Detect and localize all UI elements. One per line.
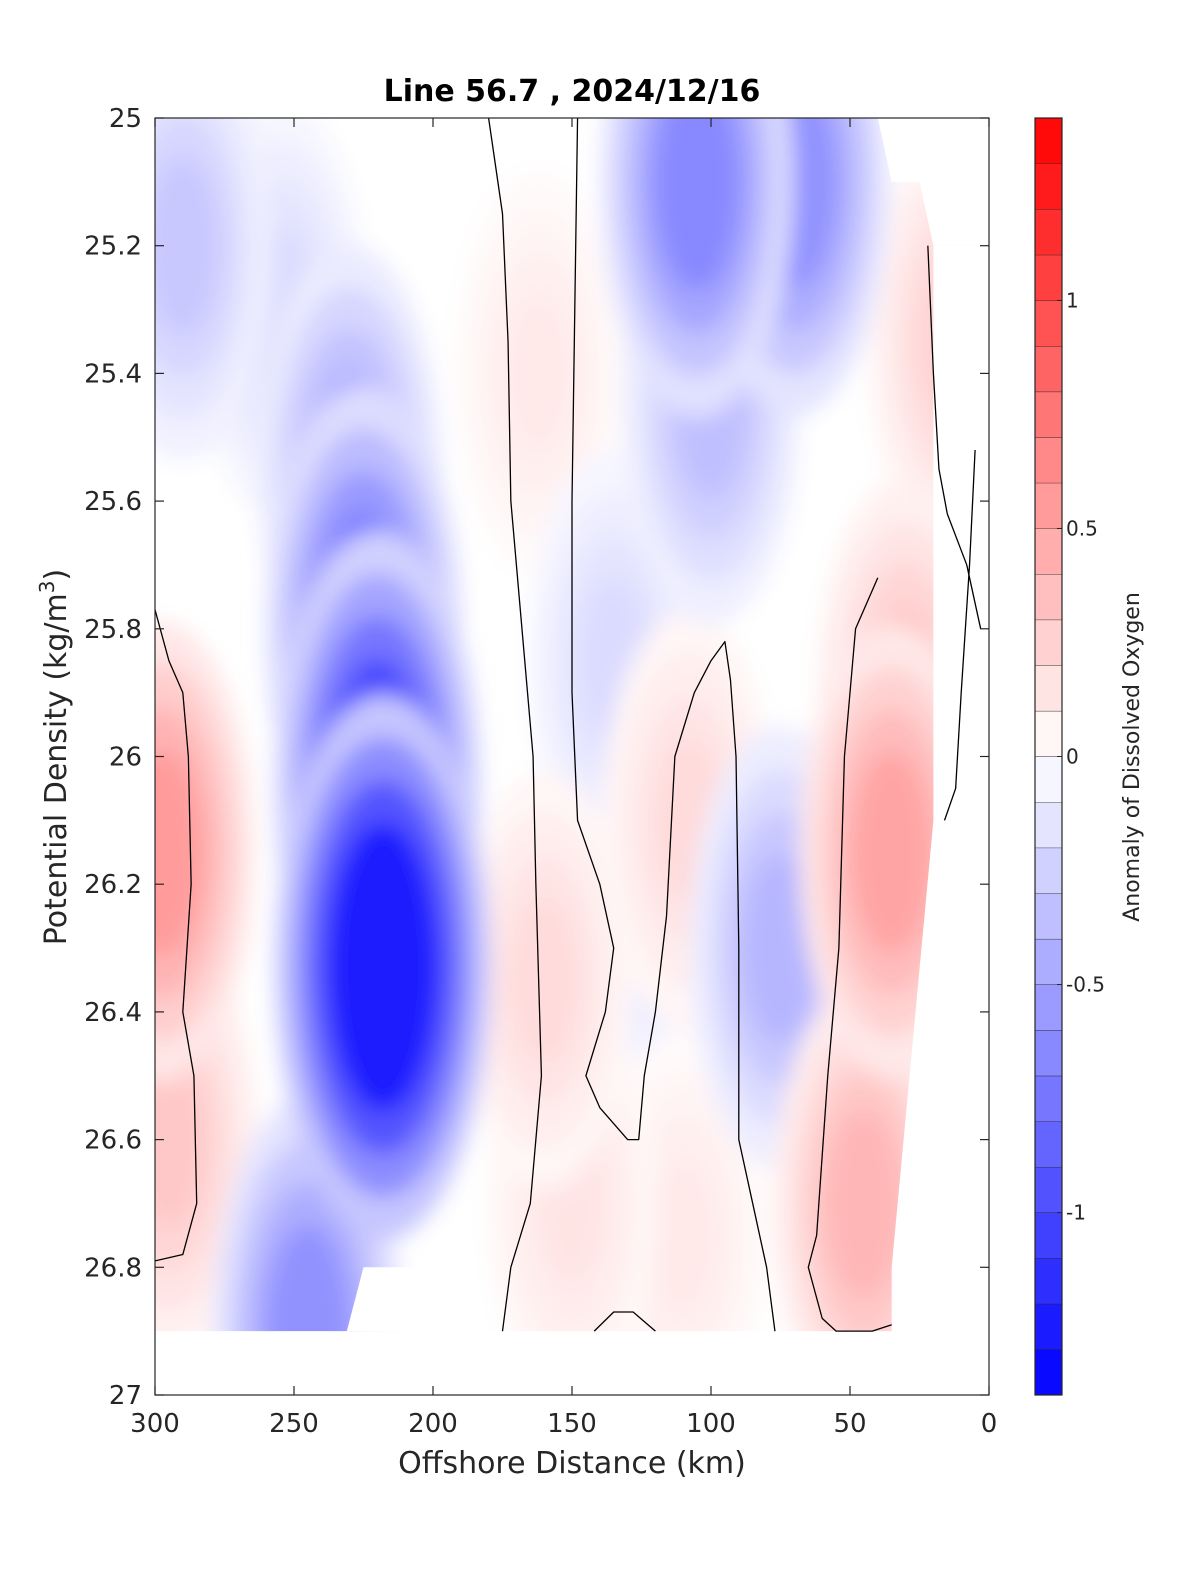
y-tick-label: 26.2 [84,870,142,900]
y-axis-label: Potential Density (kg/m3) [35,569,74,945]
zero-contour-line [943,449,976,821]
colorbar-level [1035,528,1062,575]
y-tick-label: 25.4 [84,359,142,389]
colorbar-level [1035,300,1062,347]
x-axis-ticks: 300 250 200 150 100 50 0 [130,118,997,1439]
colorbar-level [1035,1349,1062,1395]
x-tick-label: 200 [408,1409,458,1439]
field-blob [155,157,219,334]
colorbar [1035,117,1062,1395]
y-axis-label-main: Potential Density (kg/m [39,593,74,945]
colorbar-level [1035,893,1062,939]
y-axis-label-end: ) [39,569,74,581]
zero-contour-line [571,118,776,1332]
no-data-region [877,118,989,246]
chart-title: Line 56.7 , 2024/12/16 [384,74,761,109]
y-axis-label-superscript: 3 [35,580,59,593]
x-axis-label: Offshore Distance (km) [398,1446,746,1481]
colorbar-level [1035,482,1062,529]
colorbar-level [1035,574,1062,620]
y-tick-label: 25.2 [84,232,142,262]
x-tick-label: 250 [269,1409,319,1439]
colorbar-tick-label: 0.5 [1066,516,1098,540]
field-blob [155,1051,205,1228]
no-data-regions [155,118,989,1395]
no-data-region [891,245,989,1332]
y-axis-ticks: 25 25.2 25.4 25.6 25.8 26 26.2 26.4 26.6 26.8 27 [84,104,989,1411]
x-tick-label: 100 [686,1409,736,1439]
colorbar-level [1035,1030,1062,1076]
colorbar-level [1035,847,1062,894]
x-tick-label: 150 [547,1409,597,1439]
colorbar-level [1035,938,1062,985]
colorbar-level [1035,209,1062,255]
field-blob [650,1158,716,1313]
colorbar-level [1035,1258,1062,1304]
y-tick-label: 25.8 [84,615,142,645]
y-tick-label: 26.8 [84,1253,142,1283]
colorbar-label: Anomaly of Dissolved Oxygen [1120,592,1145,922]
colorbar-level [1035,1212,1062,1259]
y-tick-label: 26 [109,743,142,773]
x-tick-label: 50 [833,1409,866,1439]
colorbar-level [1035,710,1062,757]
zero-contour-line [487,118,543,1332]
field-blob [506,296,572,451]
colorbar-level [1035,1166,1062,1213]
x-tick-label: 0 [981,1409,998,1439]
colorbar-level [1035,346,1062,392]
colorbar-level [1035,1075,1062,1122]
colorbar-tick-label: -0.5 [1066,973,1105,997]
field-blob [654,118,741,291]
y-tick-label: 25 [109,104,142,134]
y-tick-label: 26.6 [84,1126,142,1156]
zero-contour-line [807,577,892,1332]
no-data-region [346,1267,461,1332]
colorbar-level [1035,1121,1062,1167]
colorbar-level [1035,391,1062,438]
colorbar-level [1035,1303,1062,1350]
colorbar-tick-label: -1 [1066,1201,1086,1225]
colorbar-level [1035,437,1062,483]
colorbar-level [1035,619,1062,666]
colorbar-tick-label: 0 [1066,745,1079,769]
colorbar-level [1035,118,1062,164]
field-blob [851,752,932,953]
colorbar-level [1035,984,1062,1031]
y-tick-label: 25.6 [84,487,142,517]
zero-contour-line [155,609,198,1262]
field-blob [825,1109,902,1298]
colorbar-ticks: 1 0.5 0 -0.5 -1 [1057,288,1105,1225]
zero-contour-lines [155,118,982,1332]
y-tick-label: 26.4 [84,998,142,1028]
colorbar-level [1035,802,1062,848]
colorbar-tick-label: 1 [1066,288,1079,312]
y-tick-label: 27 [109,1381,142,1411]
colorbar-level [1035,163,1062,210]
colorbar-level [1035,665,1062,711]
field-blob [742,854,819,1043]
zero-contour-line [593,1311,656,1332]
x-tick-label: 300 [130,1409,180,1439]
colorbar-level [1035,254,1062,301]
field-blob [510,897,579,1062]
field-blob [327,822,438,1113]
no-data-region [155,1331,989,1395]
colorbar-level [1035,756,1062,803]
